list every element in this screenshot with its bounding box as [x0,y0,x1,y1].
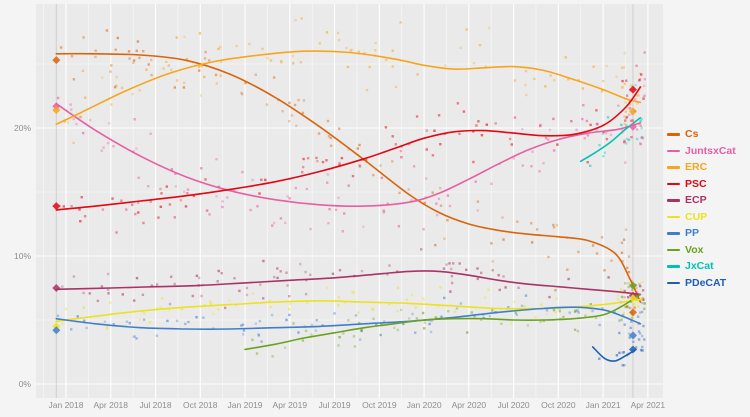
x-tick-label: Jan 2018 [49,400,84,410]
election-result-psc [628,85,637,94]
legend-label: ECP [685,194,707,207]
legend-label: JxCat [685,260,714,273]
legend-item-ecp: ECP [667,194,736,207]
x-tick-label: Apr 2019 [273,400,308,410]
legend-swatch [667,265,680,268]
chart-legend: Cs JuntsxCat ERC PSC ECP CUP PP Vox JxCat PDeCAT [667,128,736,289]
x-tick-label: Jul 2020 [498,400,530,410]
election-result-cs [628,308,637,317]
x-tick-label: Jul 2019 [318,400,350,410]
legend-label: Vox [685,243,704,256]
legend-label: ERC [685,161,708,174]
trend-line-juntsxcat [55,102,642,208]
x-tick-label: Jul 2018 [139,400,171,410]
legend-item-cs: Cs [667,128,736,141]
election-result-cup [628,294,637,303]
election-result-psc [52,202,61,211]
x-tick-label: Apr 2018 [94,400,129,410]
y-axis-labels: 0% 10% 20% [14,123,31,389]
trend-line-ecp [55,270,642,296]
legend-item-psc: PSC [667,178,736,191]
x-tick-label: Apr 2020 [452,400,487,410]
legend-swatch [667,166,680,169]
legend-item-pdecat: PDeCAT [667,277,736,290]
legend-item-jxcat: JxCat [667,260,736,273]
legend-label: Cs [685,128,699,141]
trend-line-vox [244,293,642,351]
legend-label: PSC [685,177,707,190]
trend-line-erc [55,50,642,125]
election-result-juntsxcat [628,122,637,131]
legend-item-pp: PP [667,227,736,240]
x-axis-labels: Jan 2018 Apr 2018 Jul 2018 Oct 2018 Jan 2019… [49,400,666,410]
election-result-erc [52,106,61,115]
election-result-pp [52,326,61,335]
x-tick-label: Jan 2020 [407,400,442,410]
y-tick-label: 20% [14,123,31,133]
legend-item-erc: ERC [667,161,736,174]
election-result-markers [52,56,637,354]
election-result-vox [628,281,637,290]
election-result-ecp [52,284,61,292]
legend-swatch [667,232,680,235]
legend-swatch [667,182,680,185]
legend-swatch [667,133,680,136]
plot-panel [36,4,663,398]
legend-swatch [667,149,680,152]
election-result-pp [628,331,637,340]
trend-line-psc [55,86,642,211]
legend-swatch [667,248,680,251]
election-result-cs [52,56,61,65]
legend-item-juntsxcat: JuntsxCat [667,145,736,158]
election-result-pdecat [628,345,637,354]
legend-label: PDeCAT [685,276,727,289]
trend-line-pp [55,306,642,330]
x-tick-label: Oct 2018 [183,400,218,410]
legend-swatch [667,199,680,202]
election-result-erc [628,107,637,116]
x-tick-label: Jan 2019 [228,400,263,410]
legend-item-cup: CUP [667,211,736,224]
y-tick-label: 0% [19,379,32,389]
legend-swatch [667,281,680,284]
trend-line-cs [55,52,642,303]
legend-item-vox: Vox [667,244,736,257]
trend-lines [55,50,642,362]
poll-scatter-points [56,17,647,367]
x-tick-label: Jan 2021 [586,400,621,410]
legend-label: JuntsxCat [685,144,736,157]
trend-line-pdecat [591,346,637,362]
legend-swatch [667,215,680,218]
x-tick-label: Apr 2021 [631,400,666,410]
x-tick-label: Oct 2019 [362,400,397,410]
legend-label: CUP [685,210,708,223]
x-tick-label: Oct 2020 [541,400,576,410]
legend-label: PP [685,227,700,240]
y-tick-label: 10% [14,251,31,261]
